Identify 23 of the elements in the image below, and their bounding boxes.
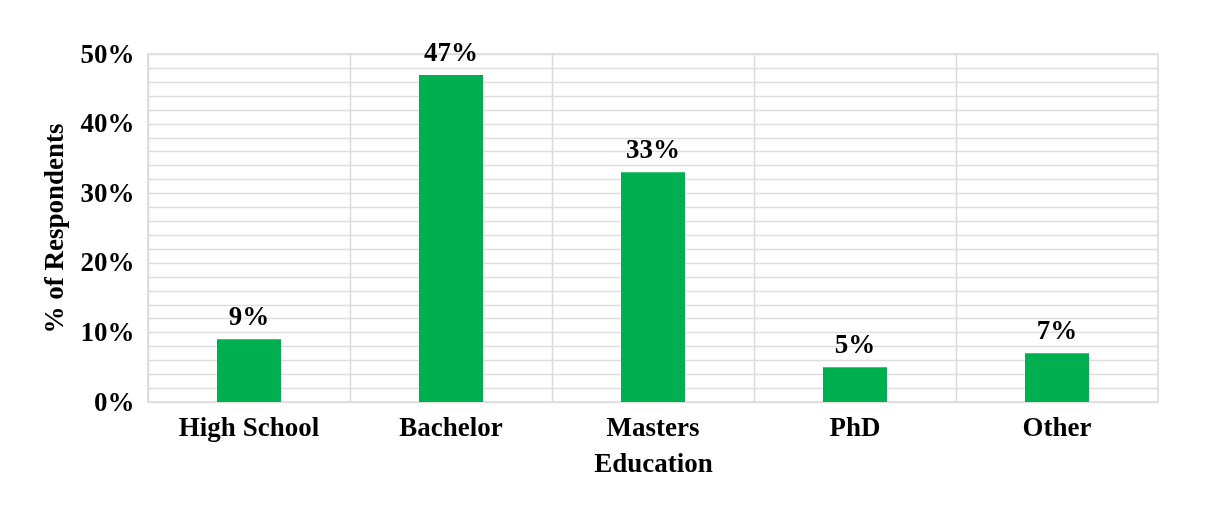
x-tick-label: Other bbox=[1022, 411, 1092, 442]
bar bbox=[621, 172, 685, 402]
data-label: 9% bbox=[228, 301, 270, 332]
y-tick-label: 30% bbox=[80, 177, 135, 208]
bar bbox=[419, 74, 483, 402]
y-tick-label: 40% bbox=[80, 108, 135, 139]
y-axis-title: % of Respondents bbox=[38, 123, 69, 334]
data-label: 33% bbox=[626, 134, 680, 165]
bar bbox=[217, 339, 281, 402]
x-axis-title: Education bbox=[594, 447, 713, 478]
x-tick-label: PhD bbox=[829, 411, 881, 442]
y-tick-label: 10% bbox=[80, 316, 135, 347]
x-tick-label: Bachelor bbox=[399, 411, 503, 442]
bar bbox=[1025, 353, 1089, 402]
bar bbox=[823, 367, 887, 402]
x-tick-label: High School bbox=[178, 411, 320, 442]
y-tick-label: 20% bbox=[80, 247, 135, 278]
y-tick-label: 0% bbox=[94, 386, 135, 417]
data-label: 47% bbox=[424, 36, 478, 67]
data-label: 7% bbox=[1036, 315, 1078, 346]
data-label: 5% bbox=[834, 329, 876, 360]
y-tick-label: 50% bbox=[80, 38, 135, 69]
x-tick-label: Masters bbox=[606, 411, 700, 442]
